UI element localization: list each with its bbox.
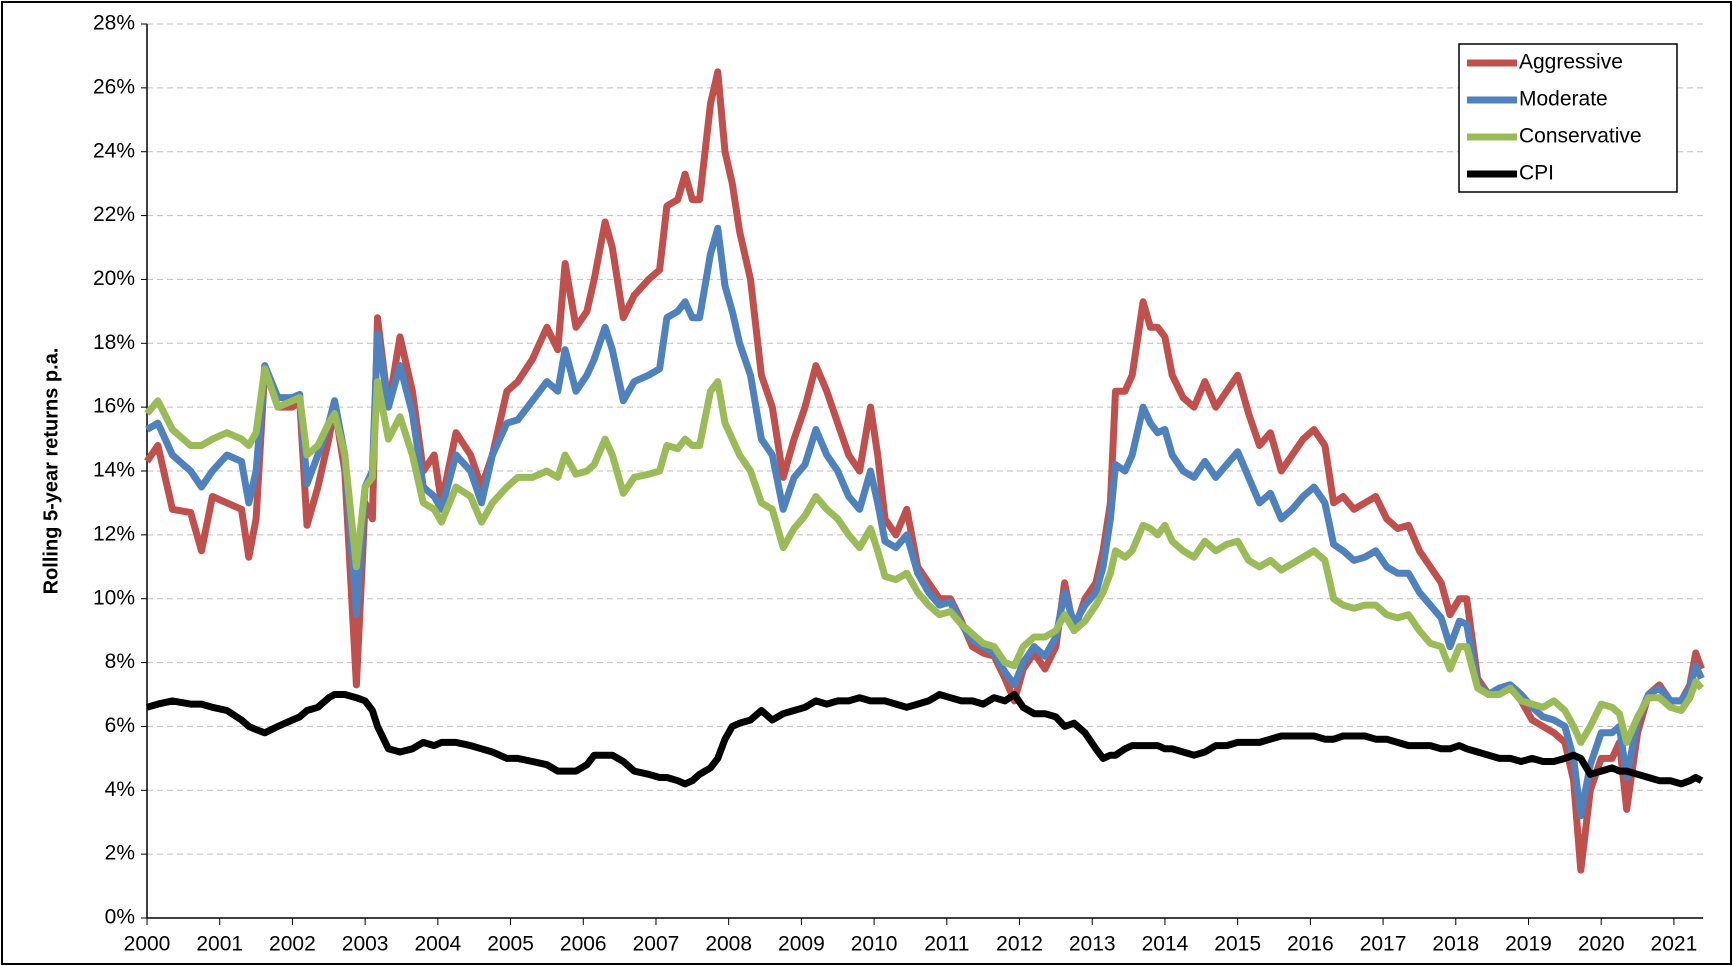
x-tick-label: 2014 — [1142, 933, 1189, 956]
x-tick-label: 2016 — [1287, 933, 1334, 956]
x-tick-label: 2009 — [778, 933, 825, 956]
x-tick-label: 2005 — [487, 933, 534, 956]
y-axis-label: Rolling 5-year returns p.a. — [40, 348, 62, 595]
legend-label: Moderate — [1519, 88, 1608, 111]
x-tick-label: 2003 — [342, 933, 389, 956]
x-tick-label: 2019 — [1505, 933, 1552, 956]
y-tick-label: 8% — [105, 650, 135, 673]
x-tick-label: 2004 — [414, 933, 461, 956]
y-tick-label: 26% — [93, 75, 135, 98]
legend-label: Conservative — [1519, 125, 1642, 148]
y-tick-label: 4% — [105, 778, 135, 801]
x-tick-label: 2021 — [1651, 933, 1698, 956]
series-line — [145, 224, 1705, 820]
x-tick-label: 2008 — [705, 933, 752, 956]
y-tick-label: 14% — [93, 459, 135, 482]
y-tick-label: 12% — [93, 522, 135, 545]
series-line — [146, 691, 1704, 788]
legend-label: Aggressive — [1519, 51, 1623, 74]
y-tick-label: 20% — [93, 267, 135, 290]
x-tick-label: 2011 — [924, 933, 969, 956]
x-tick-label: 2010 — [851, 933, 898, 956]
x-tick-label: 2013 — [1069, 933, 1116, 956]
x-tick-label: 2001 — [196, 933, 243, 956]
x-tick-label: 2002 — [269, 933, 316, 956]
legend-label: CPI — [1519, 162, 1554, 185]
y-tick-label: 18% — [93, 331, 135, 354]
x-tick-label: 2007 — [633, 933, 680, 956]
x-tick-label: 2000 — [124, 933, 171, 956]
x-tick-label: 2006 — [560, 933, 607, 956]
legend-box — [1458, 43, 1678, 193]
x-tick-label: 2012 — [996, 933, 1043, 956]
y-tick-label: 22% — [93, 203, 135, 226]
x-tick-label: 2017 — [1360, 933, 1407, 956]
x-tick-label: 2015 — [1214, 933, 1261, 956]
y-tick-label: 28% — [93, 12, 135, 35]
y-tick-label: 16% — [93, 395, 135, 418]
y-tick-label: 10% — [93, 586, 135, 609]
x-tick-label: 2020 — [1578, 933, 1625, 956]
x-tick-label: 2018 — [1432, 933, 1479, 956]
y-tick-label: 2% — [105, 842, 135, 865]
y-tick-label: 6% — [105, 714, 135, 737]
series-line — [144, 365, 1705, 746]
y-tick-label: 0% — [105, 906, 135, 929]
y-tick-label: 24% — [93, 139, 135, 162]
